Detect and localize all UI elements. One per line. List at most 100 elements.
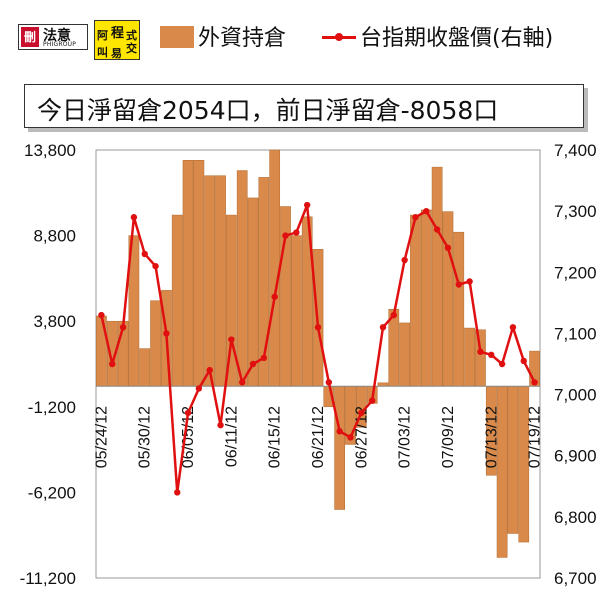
net-position-text: 今日淨留倉2054口，前日淨留倉-8058口 xyxy=(37,96,499,125)
x-axis-tick-label: 05/24/12 xyxy=(93,406,110,468)
left-axis-tick-label: 8,800 xyxy=(33,227,76,246)
position-bar xyxy=(377,382,389,387)
position-bar xyxy=(453,231,465,387)
position-bar xyxy=(269,149,281,387)
x-axis-tick-label: 06/15/12 xyxy=(267,406,284,468)
price-point xyxy=(206,366,213,374)
x-axis-tick-label: 05/30/12 xyxy=(137,406,154,468)
position-bar xyxy=(442,211,454,387)
brand-mark-icon: 刪 xyxy=(21,27,39,47)
price-point xyxy=(119,324,127,331)
price-point xyxy=(152,262,159,270)
x-axis-tick-label: 06/11/12 xyxy=(223,406,240,467)
right-axis-tick-label: 7,400 xyxy=(554,141,597,160)
x-axis-tick-label: 06/21/12 xyxy=(310,406,327,468)
position-bar xyxy=(236,170,248,387)
price-point xyxy=(433,226,441,233)
price-point xyxy=(347,434,354,441)
position-bar xyxy=(410,214,421,387)
brand-logo: 刪 法意 PHIGROUP xyxy=(18,24,88,50)
position-bar xyxy=(399,322,410,387)
brand-name: 法意 xyxy=(43,28,71,44)
price-point xyxy=(195,385,203,392)
price-point xyxy=(412,214,419,221)
price-point xyxy=(379,324,387,331)
left-axis-tick-label: -11,200 xyxy=(20,569,76,588)
right-axis-tick-label: 7,000 xyxy=(554,386,597,405)
price-point xyxy=(293,229,300,236)
position-bar xyxy=(431,166,443,387)
right-axis-tick-label: 6,900 xyxy=(554,447,597,466)
price-point xyxy=(249,360,257,368)
left-axis-tick-label: 3,800 xyxy=(33,312,76,331)
badge-char: 阿 xyxy=(97,29,108,42)
position-bar xyxy=(507,386,519,534)
badge-char: 易 xyxy=(111,47,122,60)
price-point xyxy=(239,379,246,386)
price-point xyxy=(455,281,462,288)
price-point xyxy=(130,214,138,221)
price-point xyxy=(260,354,268,362)
position-bar xyxy=(215,175,226,387)
price-point xyxy=(303,201,311,209)
legend-bar-label: 外資持倉 xyxy=(198,26,287,51)
price-point xyxy=(174,489,181,496)
badge-char: 交 xyxy=(126,42,137,55)
right-axis-tick-label: 7,200 xyxy=(554,263,597,282)
price-point xyxy=(423,207,430,215)
price-point xyxy=(401,256,408,264)
price-point xyxy=(325,379,333,386)
position-bar xyxy=(247,197,259,387)
left-axis-tick-label: -6,200 xyxy=(28,483,76,502)
left-axis-tick-label: 13,800 xyxy=(24,141,76,160)
price-point xyxy=(228,336,235,343)
right-axis-tick-label: 6,700 xyxy=(554,569,597,588)
badge-char: 叫 xyxy=(97,46,108,59)
right-axis-tick-label: 7,100 xyxy=(554,324,597,343)
legend-line-marker xyxy=(335,33,343,41)
price-point xyxy=(509,324,517,331)
x-axis-tick-label: 06/05/12 xyxy=(180,406,197,468)
right-axis-tick-label: 6,800 xyxy=(554,508,597,527)
price-point xyxy=(271,293,278,300)
price-point xyxy=(141,250,148,258)
price-point xyxy=(444,244,452,252)
position-bar xyxy=(475,329,486,387)
badge-char: 程 xyxy=(111,26,125,41)
badge-char: 式 xyxy=(126,29,137,42)
price-point xyxy=(184,409,192,417)
position-bar xyxy=(420,209,432,387)
position-bar xyxy=(204,175,216,387)
x-axis-tick-label: 07/03/12 xyxy=(397,406,414,468)
price-point xyxy=(217,421,224,429)
price-point xyxy=(520,357,527,365)
position-bar xyxy=(291,235,302,387)
price-point xyxy=(98,311,105,319)
position-bar xyxy=(464,327,475,387)
price-point xyxy=(390,311,397,319)
net-position-box: 今日淨留倉2054口，前日淨留倉-8058口 xyxy=(24,84,584,128)
legend-bar-swatch xyxy=(160,26,194,48)
price-point xyxy=(498,360,506,368)
position-bar xyxy=(171,214,183,387)
left-axis-tick-label: -1,200 xyxy=(28,398,76,417)
price-point xyxy=(314,324,322,331)
price-point xyxy=(531,379,538,386)
program-trading-badge: 阿 程 式 叫 易 交 xyxy=(94,20,140,60)
price-point xyxy=(477,348,484,355)
position-bar xyxy=(182,160,194,387)
price-point xyxy=(466,278,473,285)
position-bar xyxy=(334,386,346,510)
price-point xyxy=(358,409,365,417)
x-axis-tick-label: 07/13/12 xyxy=(483,406,500,468)
price-point xyxy=(336,428,343,435)
right-axis-tick-label: 7,300 xyxy=(554,202,597,221)
brand-sub: PHIGROUP xyxy=(43,41,77,48)
price-point xyxy=(488,351,495,359)
legend-line-label: 台指期收盤價(右軸) xyxy=(360,26,554,51)
x-axis-tick-label: 07/19/12 xyxy=(527,406,544,468)
price-point xyxy=(368,397,376,404)
position-bar xyxy=(193,160,205,387)
price-point xyxy=(282,232,289,239)
